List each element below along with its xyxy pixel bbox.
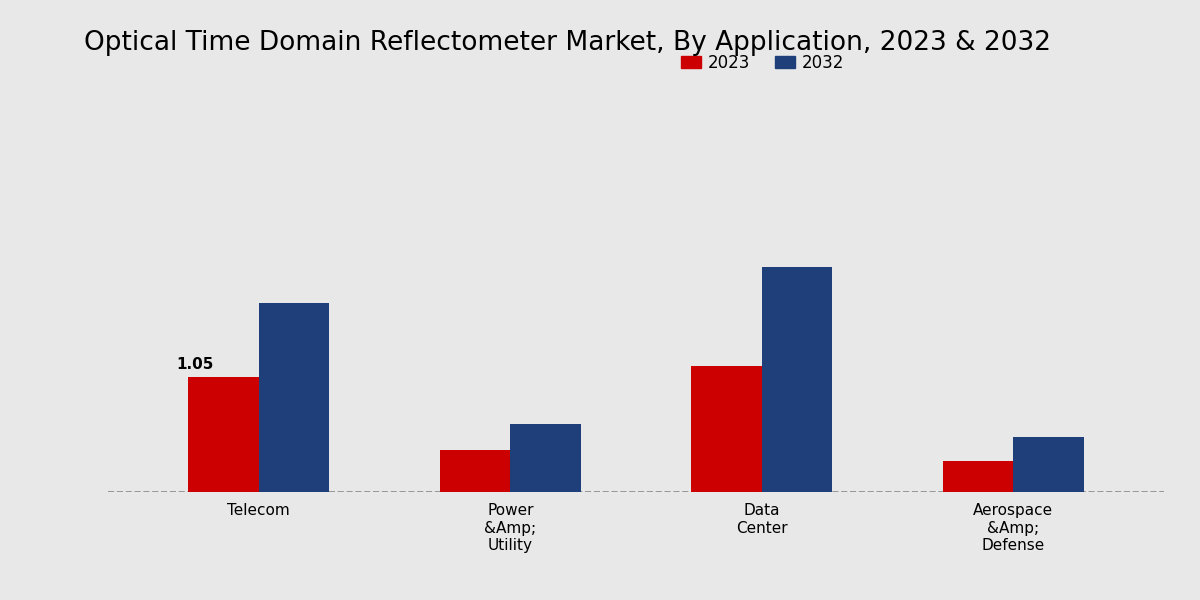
- Bar: [188, 377, 259, 492]
- Bar: [1013, 437, 1084, 492]
- Bar: [943, 461, 1013, 492]
- Bar: [259, 303, 329, 492]
- Bar: [762, 267, 832, 492]
- Text: Optical Time Domain Reflectometer Market, By Application, 2023 & 2032: Optical Time Domain Reflectometer Market…: [84, 30, 1051, 56]
- Text: 1.05: 1.05: [176, 358, 214, 373]
- Bar: [510, 424, 581, 492]
- Legend: 2023, 2032: 2023, 2032: [674, 47, 851, 79]
- Bar: [440, 451, 510, 492]
- Bar: [691, 366, 762, 492]
